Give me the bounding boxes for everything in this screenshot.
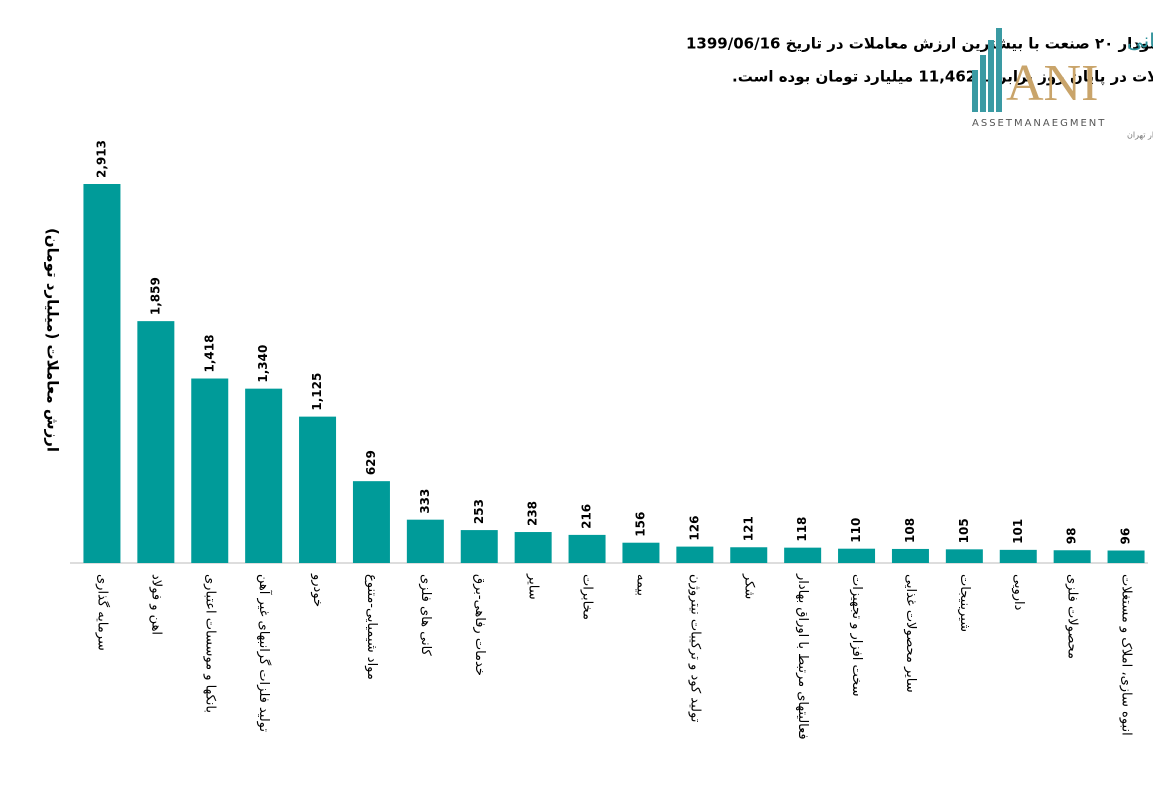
value-label: 1,418 xyxy=(202,335,216,373)
logo-english: ASSETMANAEGMENT xyxy=(972,118,1106,129)
value-label: 1,340 xyxy=(256,345,270,383)
value-label: 216 xyxy=(580,504,594,529)
value-label: 126 xyxy=(687,516,701,541)
x-tick-label: سایر xyxy=(526,573,541,600)
logo-bar xyxy=(988,40,994,112)
x-tick-label: شکر xyxy=(741,573,756,599)
x-tick-label: محصولات فلزی xyxy=(1065,574,1080,659)
bar xyxy=(460,530,498,563)
value-label: 156 xyxy=(633,512,647,537)
bar xyxy=(406,519,444,563)
bar xyxy=(784,547,822,563)
bar xyxy=(191,378,229,563)
x-tick-label: مواد شیمیایی-متنوع xyxy=(364,574,379,680)
x-tick-label: مخابرات xyxy=(580,574,595,620)
value-label: 253 xyxy=(472,499,486,524)
value-label: 101 xyxy=(1011,519,1025,544)
y-axis-label: ارزش معاملات (میلیارد تومان) xyxy=(44,228,62,452)
bar xyxy=(352,481,390,563)
bar xyxy=(1107,550,1145,563)
x-tick-label: تولید کود و ترکیبات نیتروژن xyxy=(687,574,702,723)
x-tick-label: بیمه xyxy=(633,574,648,596)
value-label: 238 xyxy=(526,501,540,526)
bar xyxy=(299,416,337,563)
value-label: 96 xyxy=(1119,528,1133,545)
bar xyxy=(568,534,606,563)
x-tick-label: فعالیتهای مرتبط با اوراق بهادار xyxy=(795,573,810,740)
value-label: 629 xyxy=(364,450,378,475)
value-label: 1,859 xyxy=(148,277,162,315)
value-label: 108 xyxy=(903,518,917,543)
bar xyxy=(83,184,121,563)
logo-note: تحت نظارت سازمان بورس و اوراق بهادار تهر… xyxy=(1127,131,1153,140)
bar xyxy=(999,549,1037,563)
value-label: 110 xyxy=(849,518,863,543)
chart-subtitle: مجموع ارزش کل معاملات در پایان روز برابر… xyxy=(732,68,1153,87)
bar xyxy=(891,548,929,563)
x-tick-label: اهن و فولاد xyxy=(148,574,163,635)
x-tick-label: سخت افزار و تجهیزات xyxy=(849,574,864,697)
value-label: 118 xyxy=(795,517,809,542)
logo-bar xyxy=(972,70,978,112)
bar xyxy=(838,548,876,563)
bar xyxy=(137,321,175,563)
chart-title: نمودار ۲۰ صنعت با بیشترین ارزش معاملات د… xyxy=(686,35,1153,53)
x-tick-label: انبوه سازی، املاک و مستغلات xyxy=(1119,574,1134,736)
x-tick-label: شیرینیجات xyxy=(957,574,972,632)
bar xyxy=(245,388,283,563)
x-tick-label: کانی های فلزی xyxy=(418,574,433,657)
value-label: 1,125 xyxy=(310,373,324,411)
bar xyxy=(514,532,552,563)
bar xyxy=(622,542,660,563)
bar xyxy=(676,546,714,563)
value-label: 2,913 xyxy=(94,140,108,178)
value-label: 105 xyxy=(957,518,971,543)
value-label: 98 xyxy=(1065,528,1079,545)
x-tick-label: دارویی xyxy=(1011,574,1026,611)
x-tick-label: خودرو xyxy=(310,573,325,607)
x-tick-label: بانکها و موسسات اعتباری xyxy=(202,574,217,713)
logo-bar xyxy=(996,28,1002,112)
bar xyxy=(730,547,768,563)
logo-bar xyxy=(980,55,986,112)
x-tick-label: سرمایه گذاری xyxy=(94,574,110,651)
value-label: 333 xyxy=(418,489,432,514)
logo-name: سبدگردان مانی xyxy=(1127,29,1153,53)
logo-mark: ANI xyxy=(1006,55,1098,112)
x-tick-label: خدمات رفاهی-برق xyxy=(472,574,487,676)
bar xyxy=(945,549,983,563)
bar xyxy=(1053,550,1091,563)
x-tick-label: سایر محصولات غذایی xyxy=(903,574,918,693)
value-label: 121 xyxy=(741,516,755,541)
x-tick-label: تولید فلزات گرانبهای غیر آهن xyxy=(256,574,273,732)
logo: سبدگردان مانی ANI ASSETMANAEGMENT تحت نظ… xyxy=(972,28,1153,140)
